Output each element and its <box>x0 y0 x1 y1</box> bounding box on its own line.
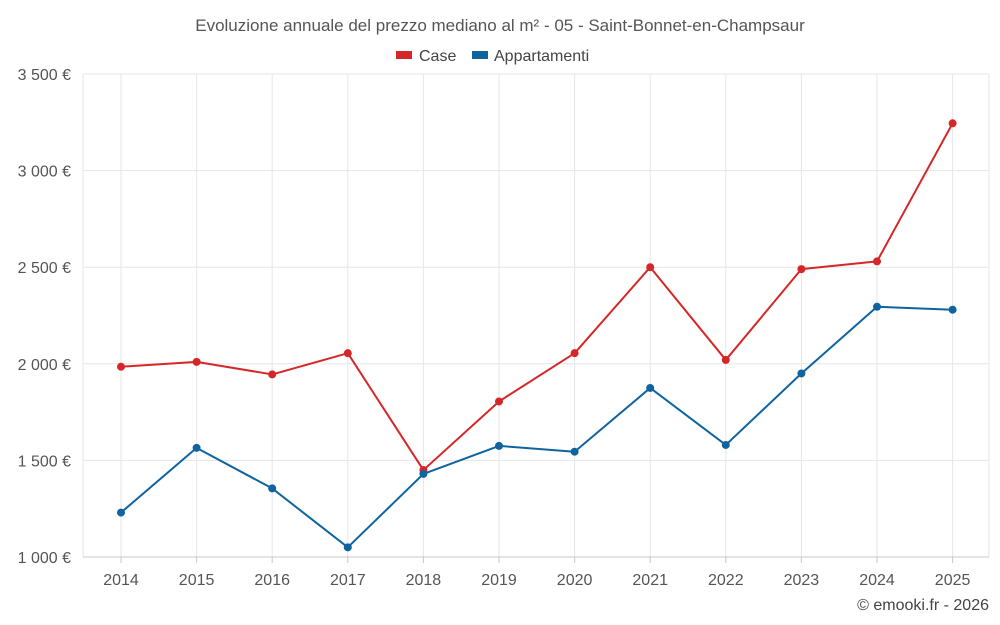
x-tick-label: 2017 <box>330 572 366 589</box>
series-line-case <box>120 122 954 472</box>
axes: 1 000 € 1 500 € 2 000 € 2 500 € 3 000 € 3 500… <box>18 67 989 589</box>
legend: Case Appartamenti <box>396 48 589 65</box>
y-tick-label: 1 000 € <box>18 550 71 567</box>
legend-label-appartamenti: Appartamenti <box>494 48 589 65</box>
legend-item-case[interactable]: Case <box>396 48 456 65</box>
x-tick-label: 2018 <box>406 572 442 589</box>
data-point-case-2021[interactable] <box>646 263 655 272</box>
data-point-case-2015[interactable] <box>192 357 201 366</box>
x-tick-label: 2021 <box>632 572 668 589</box>
data-point-appartamenti-2021[interactable] <box>646 383 655 392</box>
y-tick-label: 2 000 € <box>18 357 71 374</box>
x-tick-label: 2025 <box>935 572 971 589</box>
data-point-appartamenti-2014[interactable] <box>117 508 125 517</box>
legend-label-case: Case <box>419 48 456 65</box>
data-point-case-2019[interactable] <box>495 397 503 406</box>
x-tick-label: 2020 <box>557 572 593 589</box>
x-tick-label: 2019 <box>481 572 517 589</box>
credit-text: © emooki.fr - 2026 <box>857 597 989 614</box>
data-point-case-2025[interactable] <box>948 119 957 128</box>
series-line-appartamenti <box>120 305 953 549</box>
y-tick-label: 3 500 € <box>18 67 71 84</box>
gridlines <box>82 73 990 557</box>
x-tick-label: 2023 <box>784 572 820 589</box>
data-point-appartamenti-2024[interactable] <box>873 302 881 311</box>
series-lines <box>120 122 954 549</box>
data-point-appartamenti-2017[interactable] <box>343 543 352 552</box>
data-point-case-2023[interactable] <box>797 265 806 274</box>
legend-swatch-appartamenti <box>472 51 488 59</box>
data-point-case-2020[interactable] <box>570 349 579 358</box>
data-point-appartamenti-2023[interactable] <box>797 369 806 378</box>
data-point-appartamenti-2016[interactable] <box>268 484 277 493</box>
data-point-case-2022[interactable] <box>721 355 730 364</box>
x-tick-label: 2015 <box>179 572 215 589</box>
data-point-case-2024[interactable] <box>873 257 881 266</box>
data-point-appartamenti-2022[interactable] <box>721 440 730 449</box>
y-tick-label: 3 000 € <box>18 164 71 181</box>
x-tick-label: 2022 <box>708 572 744 589</box>
y-tick-label: 2 500 € <box>18 260 71 277</box>
x-tick-label: 2014 <box>103 572 139 589</box>
legend-swatch-case <box>396 51 412 59</box>
data-point-appartamenti-2019[interactable] <box>495 441 503 450</box>
data-point-appartamenti-2015[interactable] <box>192 443 201 452</box>
data-points <box>117 119 957 552</box>
y-tick-label: 1 500 € <box>18 453 71 470</box>
data-point-appartamenti-2018[interactable] <box>419 469 428 478</box>
chart-title: Evoluzione annuale del prezzo mediano al… <box>195 16 805 35</box>
data-point-appartamenti-2025[interactable] <box>948 305 957 314</box>
data-point-appartamenti-2020[interactable] <box>570 447 579 456</box>
data-point-case-2014[interactable] <box>117 362 125 371</box>
x-tick-label: 2016 <box>254 572 290 589</box>
legend-item-appartamenti[interactable]: Appartamenti <box>472 48 589 65</box>
x-tick-label: 2024 <box>859 572 895 589</box>
data-point-case-2017[interactable] <box>343 349 352 358</box>
data-point-case-2016[interactable] <box>268 370 277 379</box>
